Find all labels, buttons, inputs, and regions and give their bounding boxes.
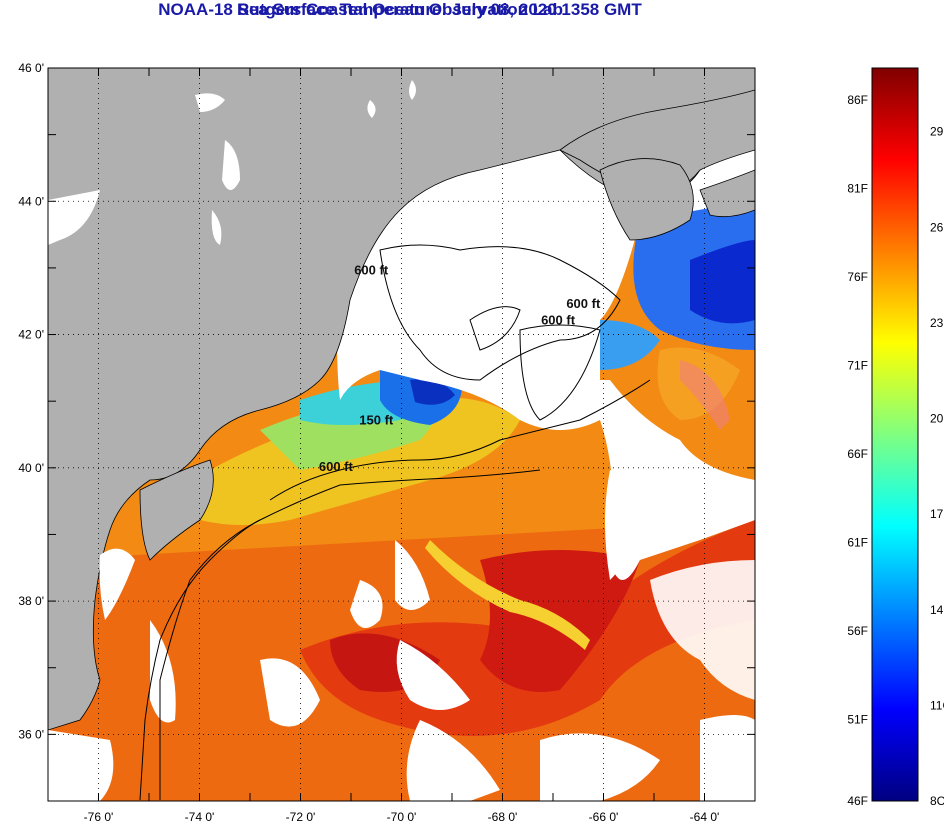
cloud-cover	[48, 140, 755, 801]
lon-tick-label: -70 0'	[387, 810, 417, 824]
colorbar-celsius-label: 8C	[930, 794, 944, 808]
colorbar-fahrenheit-label: 51F	[847, 713, 868, 727]
colorbar-celsius-label: 20C	[930, 412, 944, 426]
axis-tick-labels: -76 0' -74 0' -72 0' -70 0' -68 0' -66 0' -64 …	[18, 61, 719, 824]
contour-labels: 600 ft 600 ft 600 ft 150 ft 600 ft	[319, 263, 601, 475]
sst-field	[48, 68, 755, 801]
map-subtitle: Rutgers Coastal Ocean Observation Lab	[237, 0, 563, 19]
lat-tick-label: 42 0'	[18, 328, 44, 342]
lat-tick-label: 36 0'	[18, 727, 44, 741]
colorbar-celsius-label: 14C	[930, 603, 944, 617]
inland-water	[48, 80, 416, 620]
map-title: NOAA-18 Sea Surface Temperature: July 08…	[158, 0, 642, 19]
contour-label: 150 ft	[359, 413, 394, 428]
colorbar-fahrenheit-label: 46F	[847, 794, 868, 808]
colorbar-fahrenheit-label: 56F	[847, 624, 868, 638]
depth-contours	[139, 244, 651, 801]
lon-tick-label: -68 0'	[488, 810, 518, 824]
lat-tick-label: 38 0'	[18, 594, 44, 608]
colorbar-labels: 29C 26C 23C 20C 17C 14C 11C 8C 86F 81F 76F 71F 66F 61…	[847, 93, 944, 808]
colorbar-fahrenheit-label: 86F	[847, 93, 868, 107]
colorbar-fahrenheit-label: 76F	[847, 270, 868, 284]
colorbar-fahrenheit-label: 66F	[847, 447, 868, 461]
colorbar-celsius-label: 17C	[930, 507, 944, 521]
lon-tick-label: -64 0'	[690, 810, 720, 824]
colorbar-celsius-label: 11C	[930, 698, 944, 712]
contour-label: 600 ft	[566, 296, 601, 311]
colorbar-celsius-label: 26C	[930, 220, 944, 234]
axis-ticks	[47, 67, 756, 802]
lat-tick-label: 46 0'	[18, 61, 44, 75]
graticule	[48, 68, 755, 801]
lon-tick-label: -74 0'	[185, 810, 215, 824]
colorbar-fahrenheit-label: 61F	[847, 536, 868, 550]
colorbar-celsius-label: 29C	[930, 125, 944, 139]
lon-tick-label: -66 0'	[589, 810, 619, 824]
contour-label: 600 ft	[319, 459, 354, 474]
colorbar	[871, 67, 919, 802]
land-mass	[48, 68, 755, 731]
lat-tick-label: 40 0'	[18, 461, 44, 475]
lon-tick-label: -72 0'	[286, 810, 316, 824]
contour-label: 600 ft	[354, 263, 389, 278]
colorbar-fahrenheit-label: 71F	[847, 358, 868, 372]
lat-tick-label: 44 0'	[18, 194, 44, 208]
contour-label: 600 ft	[541, 313, 576, 328]
colorbar-fahrenheit-label: 81F	[847, 181, 868, 195]
lon-tick-label: -76 0'	[84, 810, 114, 824]
colorbar-celsius-label: 23C	[930, 316, 944, 330]
